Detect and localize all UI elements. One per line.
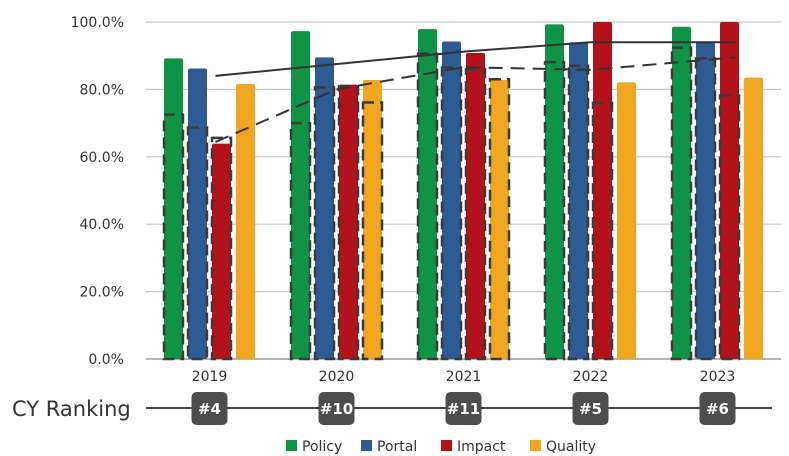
ranking-badge-label: #11 (447, 400, 480, 418)
dashed-bar (543, 60, 566, 361)
x-tick-label: 2022 (573, 369, 609, 385)
bar-impact (339, 84, 358, 359)
y-tick-label: 20.0% (80, 285, 124, 301)
ranking-badge-label: #5 (579, 400, 602, 418)
dashed-bar (186, 126, 209, 361)
y-tick-label: 60.0% (80, 150, 124, 166)
bar-quality (617, 82, 636, 359)
dashed-bar (440, 66, 463, 361)
dashed-bar (313, 86, 336, 361)
dashed-bar (718, 94, 741, 361)
dashed-bar (416, 52, 439, 361)
x-axis-ticks: 2019 2020 2021 2022 2023 (192, 369, 736, 385)
dashed-bar (567, 64, 590, 361)
bars (164, 22, 763, 360)
legend-swatch-policy (286, 440, 297, 451)
ranking-badge (572, 392, 609, 425)
legend-swatch-portal (361, 440, 372, 451)
dashed-bar (464, 67, 487, 361)
x-tick-label: 2021 (446, 369, 482, 385)
ranking-label: CY Ranking (12, 397, 131, 421)
bar-impact (466, 53, 485, 360)
bar-policy (291, 31, 310, 359)
bar-quality (744, 77, 763, 359)
bar-policy (672, 26, 691, 360)
bar-policy (545, 24, 564, 359)
solid-trend-line (215, 41, 736, 77)
legend-label-portal: Portal (377, 439, 417, 455)
legend: Policy Portal Impact Quality (286, 439, 596, 455)
legend-swatch-quality (530, 440, 541, 451)
bar-impact (593, 22, 612, 359)
bar-impact (212, 143, 231, 359)
y-tick-label: 0.0% (88, 352, 124, 368)
x-tick-label: 2020 (319, 369, 355, 385)
x-tick-label: 2019 (192, 369, 228, 385)
bar-portal (442, 41, 461, 360)
y-tick-label: 40.0% (80, 217, 124, 233)
y-tick-label: 100.0% (71, 15, 124, 31)
bar-portal (315, 57, 334, 359)
ranking-badge-label: #6 (706, 400, 729, 418)
dashed-bar (210, 136, 233, 361)
trend-lines (215, 41, 736, 143)
bar-quality (236, 84, 255, 360)
dashed-bar (361, 101, 384, 361)
dashed-bar (488, 78, 511, 361)
ranking-badge (445, 392, 482, 425)
ranking-badge-label: #4 (198, 400, 221, 418)
bar-portal (188, 68, 207, 360)
dashed-bar (162, 113, 185, 361)
dashed-bar (694, 57, 717, 361)
bar-policy (418, 29, 437, 360)
ranking-badge-label: #10 (320, 400, 353, 418)
dashed-bar (670, 46, 693, 361)
bar-quality (490, 79, 509, 360)
ranking-badge (191, 392, 228, 425)
bar-portal (696, 42, 715, 359)
bar-policy (164, 58, 183, 360)
dashed-bar (289, 121, 312, 361)
legend-label-impact: Impact (457, 439, 506, 455)
y-tick-label: 80.0% (80, 82, 124, 98)
ranking-badge (699, 392, 736, 425)
x-tick-label: 2023 (700, 369, 736, 385)
ranking-row: CY Ranking #4 #10 #11 #5 #6 (12, 392, 772, 425)
legend-label-policy: Policy (302, 439, 342, 455)
legend-swatch-impact (441, 440, 452, 451)
bar-quality (363, 79, 382, 360)
legend-label-quality: Quality (546, 439, 596, 455)
ranking-badge (318, 392, 355, 425)
bar-impact (720, 22, 739, 359)
dashed-bar (591, 101, 614, 361)
y-axis-ticks: 0.0% 20.0% 40.0% 60.0% 80.0% 100.0% (71, 15, 124, 368)
bar-portal (569, 42, 588, 359)
